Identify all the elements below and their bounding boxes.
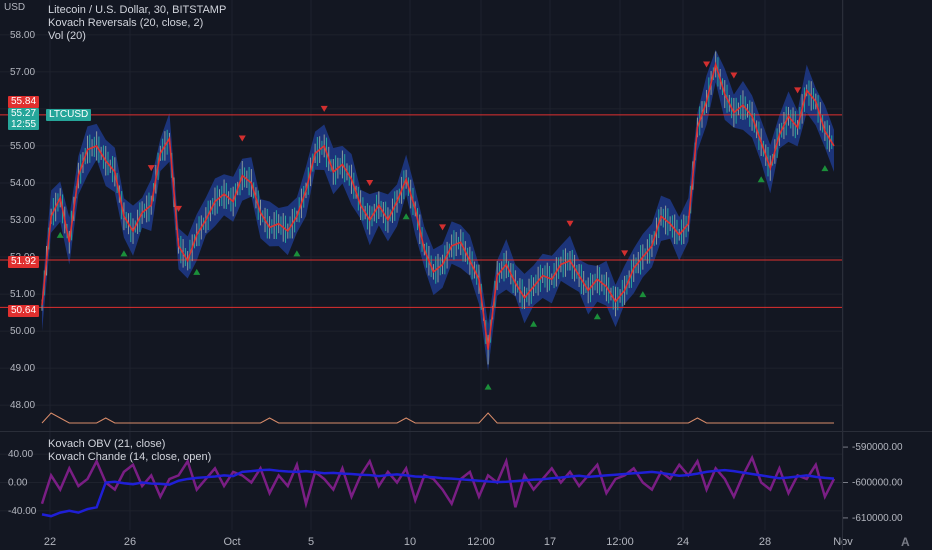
price-series (41, 61, 835, 350)
osc-y-tick-left: -40.00 (8, 506, 37, 517)
y-tick-label: 48.00 (10, 400, 35, 411)
buy-marker (120, 250, 128, 257)
x-tick-label: 24 (677, 536, 689, 548)
indicator-kovach-obv[interactable]: Kovach OBV (21, close) (48, 438, 166, 450)
buy-marker (757, 176, 765, 183)
osc-y-tick-right: -600000.00 (852, 478, 903, 489)
x-tick-label: 12:00 (467, 536, 495, 548)
y-tick-label: 57.00 (10, 67, 35, 78)
sell-marker (621, 250, 629, 257)
price-tag-mid: 51.92 (8, 256, 40, 268)
x-tick-label: 10 (404, 536, 416, 548)
osc-y-tick-left: 40.00 (8, 449, 33, 460)
indicator-kovach-chande[interactable]: Kovach Chande (14, close, open) (48, 451, 212, 463)
logo-icon: A (901, 535, 910, 549)
last-price-value: 55.27 (11, 108, 37, 119)
chart-legend: Litecoin / U.S. Dollar, 30, BITSTAMP Kov… (48, 4, 226, 43)
buy-marker (821, 165, 829, 172)
sell-marker (366, 179, 374, 186)
chande-line (40, 454, 836, 509)
x-tick-label: 12:00 (606, 536, 634, 548)
countdown-value: 12:55 (11, 119, 37, 130)
x-tick-label: 28 (759, 536, 771, 548)
osc-y-tick-right: -610000.00 (852, 513, 903, 524)
buy-marker (639, 291, 647, 298)
volume-series (41, 412, 834, 424)
y-tick-label: 53.00 (10, 215, 35, 226)
volume-line (41, 412, 834, 424)
x-tick-label: Nov (833, 536, 853, 548)
buy-marker (193, 268, 201, 275)
indicator-volume[interactable]: Vol (20) (48, 30, 86, 42)
price-tag-low: 50.64 (8, 305, 40, 317)
sell-marker (730, 72, 738, 79)
buy-marker (530, 320, 538, 327)
buy-marker (293, 250, 301, 257)
x-tick-label: 26 (124, 536, 136, 548)
buy-marker (56, 231, 64, 238)
x-tick-label: 22 (44, 536, 56, 548)
price-line (41, 61, 835, 350)
sell-marker (175, 205, 183, 212)
symbol-title[interactable]: Litecoin / U.S. Dollar, 30, BITSTAMP (48, 4, 227, 16)
y-tick-label: 51.00 (10, 289, 35, 300)
x-tick-label: 5 (308, 536, 314, 548)
buy-marker (484, 383, 492, 390)
osc-y-tick-right: -590000.00 (852, 442, 903, 453)
x-tick-label: Oct (223, 536, 240, 548)
sell-marker (566, 220, 574, 227)
symbol-tag: LTCUSD (46, 109, 92, 121)
y-tick-label: 49.00 (10, 363, 35, 374)
reversal-band (42, 49, 834, 371)
oscillator-pane (40, 454, 836, 518)
buy-marker (402, 213, 410, 220)
obv-line (41, 468, 835, 518)
sell-marker (320, 105, 328, 112)
y-tick-label: 55.00 (10, 141, 35, 152)
buy-marker (593, 313, 601, 320)
x-axis[interactable]: 22 26 Oct 5 10 12:00 17 12:00 24 28 Nov (44, 536, 853, 548)
reversal-markers (56, 61, 829, 390)
indicator-kovach-reversals[interactable]: Kovach Reversals (20, close, 2) (48, 17, 204, 29)
sell-marker (794, 87, 802, 94)
price-tag-upper: 55.84 (8, 96, 40, 108)
sell-marker (238, 135, 246, 142)
last-price-tag: 55.27 12:55 (8, 108, 40, 130)
sell-marker (703, 61, 711, 68)
lower-pane-legend: Kovach OBV (21, close) Kovach Chande (14… (48, 438, 211, 464)
y-tick-label: 58.00 (10, 30, 35, 41)
osc-y-tick-left: 0.00 (8, 478, 28, 489)
sell-marker (147, 165, 155, 172)
currency-label: USD (4, 2, 26, 13)
x-tick-label: 17 (544, 536, 556, 548)
y-tick-label: 50.00 (10, 326, 35, 337)
band-area (42, 49, 834, 371)
y-tick-label: 54.00 (10, 178, 35, 189)
sell-marker (439, 224, 447, 231)
